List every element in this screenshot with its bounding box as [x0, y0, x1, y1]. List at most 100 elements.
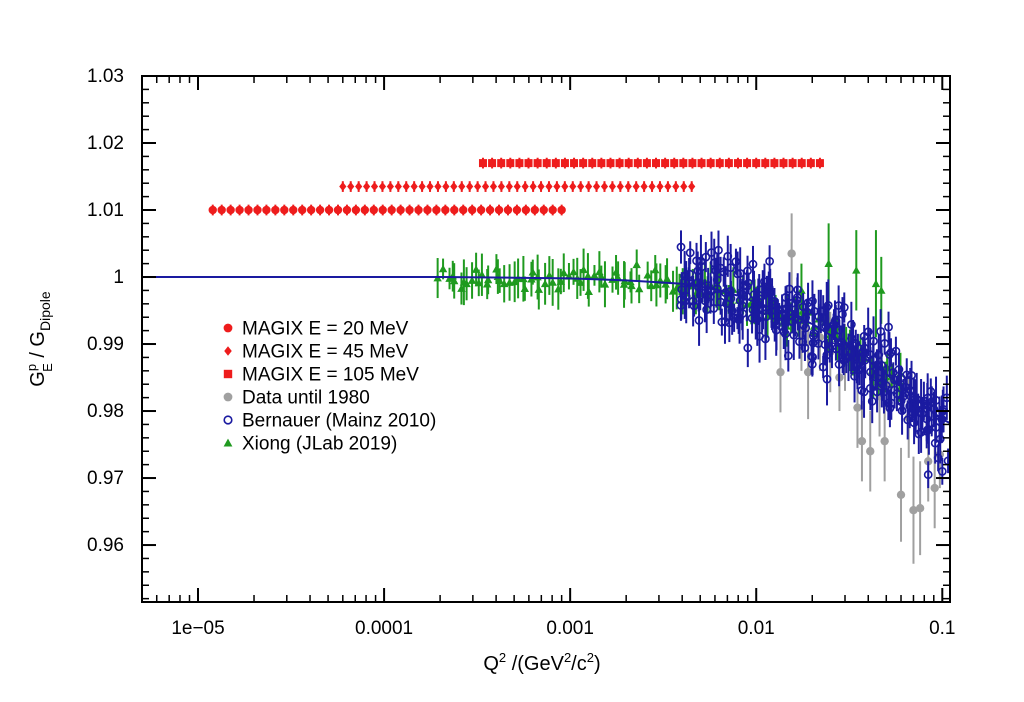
x-tick-label: 1e−05: [171, 618, 224, 639]
magix-e-45-mev-point: [545, 182, 552, 191]
magix-e-45-mev-point: [355, 182, 362, 191]
magix-e-20-mev-point: [352, 206, 360, 214]
magix-e-105-mev-point: [534, 159, 542, 167]
magix-e-105-mev-point: [543, 159, 551, 167]
magix-e-105-mev-point: [506, 159, 514, 167]
y-tick-label: 0.99: [87, 334, 124, 355]
magix-e-20-mev-point: [379, 206, 387, 214]
magix-e-20-mev-point: [522, 206, 530, 214]
magix-e-45-mev-point: [530, 182, 537, 191]
xiong-jlab-2019-point: [824, 259, 832, 267]
magix-e-20-mev-point: [459, 206, 467, 214]
magix-e-45-mev-point: [379, 182, 386, 191]
xiong-jlab-2019-point: [635, 285, 643, 293]
magix-e-45-mev-point: [442, 182, 449, 191]
magix-e-105-mev-point: [643, 159, 651, 167]
magix-e-105-mev-point: [616, 159, 624, 167]
magix-e-20-mev-point: [495, 206, 503, 214]
magix-e-45-mev-point: [633, 182, 640, 191]
legend-marker-data-until-1980: [224, 393, 233, 402]
magix-e-105-mev-point: [525, 159, 533, 167]
x-axis-label: Q2 /(GeV2/c2): [483, 650, 600, 675]
y-tick-label: 0.98: [87, 401, 124, 422]
magix-e-20-mev-point: [548, 206, 556, 214]
magix-e-45-mev-point: [641, 182, 648, 191]
magix-e-105-mev-point: [707, 159, 715, 167]
magix-e-105-mev-point: [780, 159, 788, 167]
magix-e-45-mev-point: [688, 182, 695, 191]
magix-e-20-mev-point: [387, 206, 395, 214]
y-tick-label: 1.02: [87, 133, 124, 154]
magix-e-45-mev-point: [395, 182, 402, 191]
x-tick-label: 0.001: [546, 618, 594, 639]
magix-e-105-mev-point: [798, 159, 806, 167]
magix-e-45-mev-point: [371, 182, 378, 191]
magix-e-45-mev-point: [387, 182, 394, 191]
magix-e-45-mev-point: [458, 182, 465, 191]
magix-e-45-mev-point: [466, 182, 473, 191]
magix-e-105-mev-point: [488, 159, 496, 167]
magix-e-20-mev-point: [531, 206, 539, 214]
legend-marker-magix-e-45-mev: [224, 346, 232, 355]
magix-e-105-mev-point: [479, 159, 487, 167]
xiong-jlab-2019-point: [541, 280, 549, 288]
magix-e-45-mev-point: [450, 182, 457, 191]
magix-e-20-mev-point: [289, 206, 297, 214]
magix-e-20-mev-point: [414, 206, 422, 214]
magix-e-20-mev-point: [405, 206, 413, 214]
magix-e-105-mev-point: [606, 159, 614, 167]
magix-e-45-mev-point: [522, 182, 529, 191]
magix-e-20-mev-point: [226, 206, 234, 214]
magix-e-105-mev-point: [634, 159, 642, 167]
magix-e-45-mev-point: [680, 182, 687, 191]
legend-label-magix-e-105-mev: MAGIX E = 105 MeV: [242, 365, 419, 386]
magix-e-20-mev-point: [298, 206, 306, 214]
magix-e-20-mev-point: [441, 206, 449, 214]
magix-e-105-mev-point: [588, 159, 596, 167]
magix-e-105-mev-point: [570, 159, 578, 167]
magix-e-20-mev-point: [477, 206, 485, 214]
magix-e-45-mev-point: [514, 182, 521, 191]
magix-e-105-mev-point: [807, 159, 815, 167]
magix-e-20-mev-point: [513, 206, 521, 214]
magix-e-105-mev-point: [552, 159, 560, 167]
magix-e-45-mev-point: [474, 182, 481, 191]
magix-e-105-mev-point: [625, 159, 633, 167]
magix-e-45-mev-point: [506, 182, 513, 191]
magix-e-20-mev-point: [486, 206, 494, 214]
magix-e-105-mev-point: [679, 159, 687, 167]
xiong-jlab-2019-point: [529, 268, 537, 276]
magix-e-45-mev-point: [672, 182, 679, 191]
magix-e-45-mev-point: [537, 182, 544, 191]
magix-e-45-mev-point: [363, 182, 370, 191]
y-tick-label: 1: [113, 267, 124, 288]
data-until-1980-point: [866, 447, 874, 455]
series-bernauer-mainz-2010: [677, 230, 951, 488]
magix-e-105-mev-point: [770, 159, 778, 167]
magix-e-45-mev-point: [656, 182, 663, 191]
magix-e-105-mev-point: [579, 159, 587, 167]
magix-e-105-mev-point: [698, 159, 706, 167]
data-until-1980-point: [930, 484, 938, 492]
magix-e-105-mev-point: [561, 159, 569, 167]
data-until-1980-point: [916, 504, 924, 512]
magix-e-20-mev-point: [325, 206, 333, 214]
x-tick-label: 0.0001: [355, 618, 413, 639]
xiong-jlab-2019-point: [872, 280, 880, 288]
magix-e-20-mev-point: [432, 206, 440, 214]
magix-e-20-mev-point: [280, 206, 288, 214]
magix-e-45-mev-point: [577, 182, 584, 191]
magix-e-45-mev-point: [601, 182, 608, 191]
legend-marker-xiong-jlab-2019: [224, 439, 233, 447]
magix-e-45-mev-point: [403, 182, 410, 191]
magix-e-45-mev-point: [648, 182, 655, 191]
xiong-jlab-2019-point: [521, 284, 529, 292]
magix-e-45-mev-point: [418, 182, 425, 191]
data-until-1980-point: [858, 437, 866, 445]
data-until-1980-point: [897, 491, 905, 499]
magix-e-20-mev-point: [557, 206, 565, 214]
legend-label-magix-e-20-mev: MAGIX E = 20 MeV: [242, 319, 409, 340]
xiong-jlab-2019-point: [663, 275, 671, 283]
magix-e-20-mev-point: [468, 206, 476, 214]
